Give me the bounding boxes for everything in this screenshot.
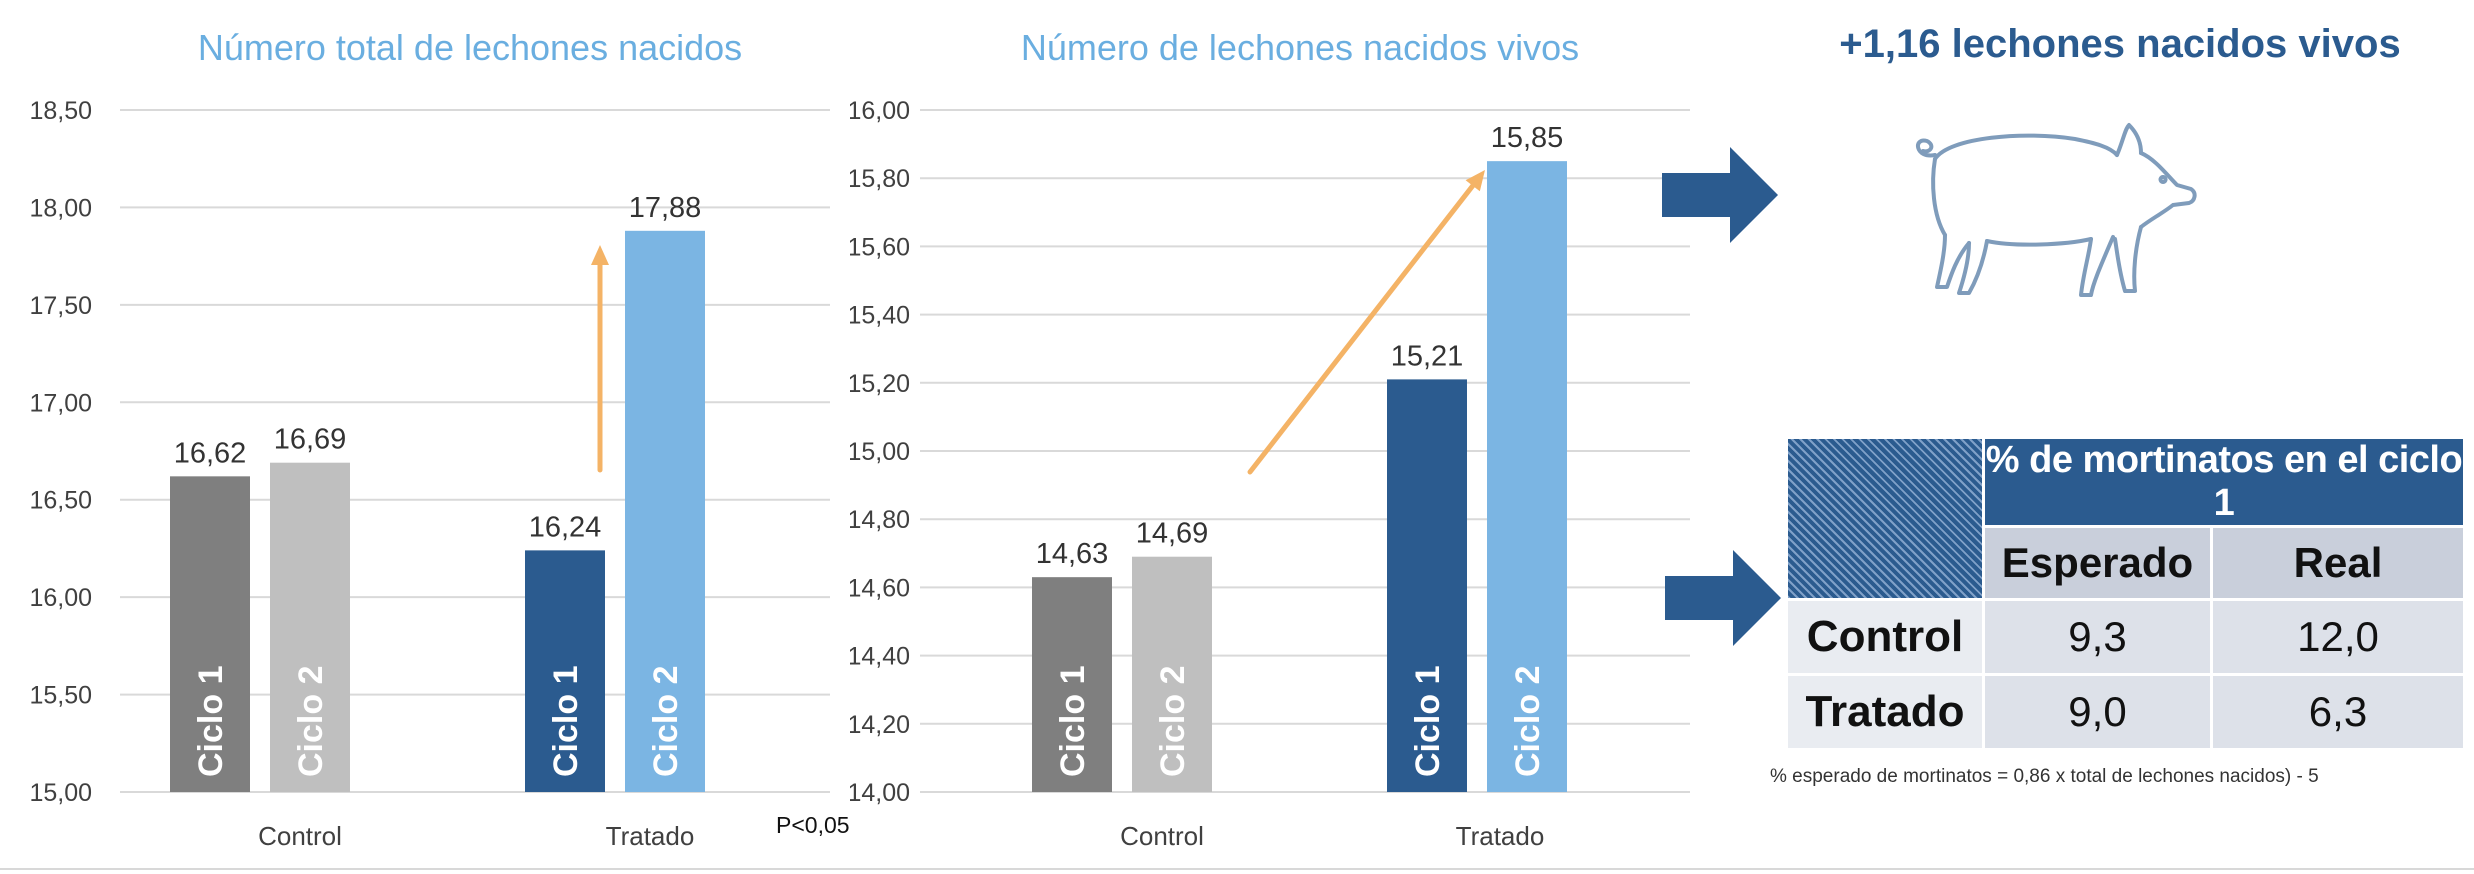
bar-series-label: Ciclo 1	[192, 666, 230, 777]
x-category-label: Tratado	[606, 821, 695, 851]
x-category-label: Tratado	[1456, 821, 1545, 851]
right-arrow-icon	[1662, 147, 1778, 243]
bar	[1132, 556, 1212, 792]
cell-tratado-esperado: 9,0	[1985, 676, 2210, 748]
col-header-real: Real	[2213, 528, 2463, 598]
data-label: 16,62	[174, 437, 247, 469]
y-tick-label: 15,20	[850, 370, 910, 398]
bar-series-label: Ciclo 2	[1509, 666, 1547, 777]
row-label-tratado: Tratado	[1788, 676, 1982, 748]
x-category-label: Control	[1120, 821, 1204, 851]
bar	[270, 462, 350, 792]
y-tick-label: 17,00	[29, 389, 92, 417]
y-tick-label: 16,00	[29, 584, 92, 612]
right-arrow-icon	[1665, 550, 1781, 646]
table-row: Tratado 9,0 6,3	[1788, 676, 2463, 748]
data-label: 16,24	[529, 511, 602, 543]
row-label-control: Control	[1788, 601, 1982, 673]
pig-icon	[1916, 123, 2197, 297]
mortality-table: % de mortinatos en el ciclo 1 Esperado R…	[1785, 436, 2466, 751]
data-label: 14,63	[1036, 538, 1109, 570]
bar	[1032, 577, 1112, 792]
trend-arrow-head	[591, 245, 609, 265]
cell-control-real: 12,0	[2213, 601, 2463, 673]
trend-arrow	[1247, 178, 1479, 475]
trend-arrow-head	[1465, 170, 1485, 192]
y-tick-label: 18,50	[29, 97, 92, 125]
y-tick-label: 14,00	[850, 779, 910, 807]
bar-series-label: Ciclo 2	[647, 666, 685, 777]
y-tick-label: 17,50	[29, 292, 92, 320]
y-tick-label: 14,20	[850, 711, 910, 739]
bar	[625, 230, 705, 793]
col-header-esperado: Esperado	[1985, 528, 2210, 598]
y-tick-label: 15,00	[29, 779, 92, 807]
p-value-annotation: P<0,05	[776, 812, 850, 838]
bar-series-label: Ciclo 2	[1154, 666, 1192, 777]
table-row: Control 9,3 12,0	[1788, 601, 2463, 673]
y-tick-label: 14,40	[850, 643, 910, 671]
bar-series-label: Ciclo 1	[1409, 666, 1447, 777]
table-title: % de mortinatos en el ciclo 1	[1985, 439, 2463, 525]
y-tick-label: 15,60	[850, 233, 910, 261]
chart-title: Número total de lechones nacidos	[198, 27, 742, 68]
bar	[525, 550, 605, 792]
data-label: 14,69	[1136, 518, 1209, 550]
bar-series-label: Ciclo 2	[292, 666, 330, 777]
data-label: 16,69	[274, 424, 347, 456]
y-tick-label: 14,60	[850, 574, 910, 602]
y-tick-label: 15,80	[850, 165, 910, 193]
data-label: 15,21	[1391, 340, 1464, 372]
footnote: % esperado de mortinatos = 0,86 x total …	[1770, 766, 2319, 787]
y-tick-label: 15,50	[29, 682, 92, 710]
headline: +1,16 lechones nacidos vivos	[1839, 22, 2401, 66]
bar	[170, 476, 250, 792]
data-label: 17,88	[629, 192, 702, 224]
cell-control-esperado: 9,3	[1985, 601, 2210, 673]
y-tick-label: 16,00	[850, 97, 910, 125]
cell-tratado-real: 6,3	[2213, 676, 2463, 748]
y-tick-label: 14,80	[850, 506, 910, 534]
y-tick-label: 15,40	[850, 302, 910, 330]
chart-born-alive: Número de lechones nacidos vivos 14,00 14,…	[850, 27, 1690, 851]
bar	[1387, 379, 1467, 792]
y-tick-label: 18,00	[29, 194, 92, 222]
x-category-label: Control	[258, 821, 342, 851]
bottom-divider	[0, 868, 2474, 870]
bar-series-label: Ciclo 1	[1054, 666, 1092, 777]
bar-series-label: Ciclo 1	[547, 666, 585, 777]
hatched-corner	[1788, 439, 1982, 598]
y-tick-label: 15,00	[850, 438, 910, 466]
bar	[1487, 161, 1567, 792]
data-label: 15,85	[1491, 122, 1564, 154]
y-tick-label: 16,50	[29, 487, 92, 515]
chart-total-born: Número total de lechones nacidos 15,00 15,…	[29, 27, 830, 851]
chart-title: Número de lechones nacidos vivos	[1021, 27, 1579, 68]
